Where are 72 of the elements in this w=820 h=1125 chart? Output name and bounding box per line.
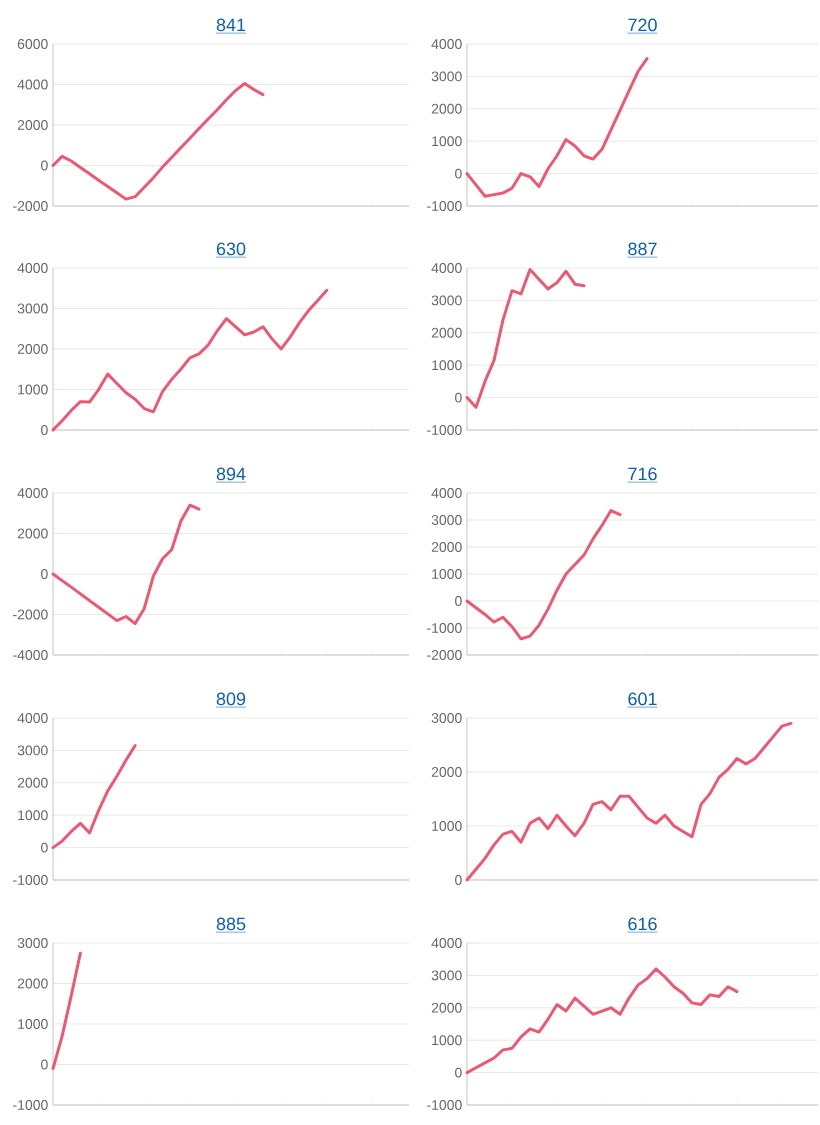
y-tick-label: 2000 (431, 542, 462, 552)
y-tick-label: 0 (41, 425, 48, 435)
y-tick-label: 4000 (431, 938, 462, 948)
chart-title: 616 (628, 917, 657, 931)
y-tick-label: 2000 (431, 767, 462, 777)
y-tick-label: 1000 (432, 136, 462, 147)
y-tick-label: 3000 (431, 71, 462, 82)
chart-title: 885 (216, 917, 246, 931)
y-tick-label: 4000 (17, 263, 48, 273)
y-tick-label: -4000 (13, 650, 48, 660)
y-tick-label: 4000 (17, 713, 48, 723)
y-tick-label: 2000 (17, 120, 48, 130)
y-tick-label: 0 (455, 392, 462, 403)
y-tick-label: -2000 (13, 201, 48, 211)
y-tick-label: 1000 (432, 1035, 462, 1046)
y-tick-label: -1000 (13, 875, 48, 885)
y-tick-label: 3000 (431, 713, 462, 723)
chart-title: 716 (628, 467, 657, 481)
y-tick-label: -2000 (13, 609, 48, 620)
y-tick-label: 4000 (431, 39, 462, 49)
line-series (465, 268, 586, 409)
y-tick-label: 2000 (17, 777, 48, 788)
y-tick-label: 0 (455, 1067, 462, 1078)
y-tick-label: 2000 (431, 103, 462, 114)
line-series (51, 744, 137, 850)
y-tick-label: 0 (41, 842, 48, 853)
chart-title: 887 (628, 242, 657, 256)
y-tick-label: 2000 (17, 528, 48, 539)
chart-title: 720 (628, 18, 657, 32)
y-tick-label: 3000 (17, 938, 48, 948)
line-series (465, 967, 739, 1075)
y-tick-label: 1000 (18, 384, 48, 395)
y-tick-label: 0 (455, 875, 462, 885)
y-tick-label: 4000 (17, 488, 48, 498)
y-tick-label: 0 (455, 596, 462, 606)
y-tick-label: 3000 (17, 303, 48, 314)
y-tick-label: -1000 (427, 201, 462, 211)
line-series (465, 721, 793, 882)
y-tick-label: -1000 (427, 425, 462, 435)
chart-title: 841 (216, 18, 246, 32)
y-tick-label: 2000 (431, 327, 462, 338)
y-tick-label: 0 (41, 569, 48, 579)
y-tick-label: 0 (41, 160, 48, 171)
y-tick-label: 0 (41, 1059, 48, 1070)
y-tick-label: 1000 (432, 360, 462, 371)
y-tick-label: 2000 (17, 344, 48, 354)
y-tick-label: 2000 (431, 1002, 462, 1013)
y-tick-label: 2000 (17, 978, 48, 989)
y-tick-label: 4000 (17, 79, 48, 90)
y-tick-label: 3000 (17, 745, 48, 756)
y-tick-label: 6000 (17, 39, 48, 49)
y-tick-label: 0 (455, 168, 462, 179)
line-series (465, 509, 622, 641)
y-tick-label: 3000 (431, 970, 462, 981)
y-tick-label: 4000 (431, 263, 462, 273)
y-tick-label: 1000 (18, 1019, 48, 1029)
chart-title: 894 (216, 467, 246, 481)
chart-title: 630 (216, 242, 246, 256)
line-series (465, 57, 649, 198)
y-tick-label: 1000 (18, 810, 48, 821)
chart-title: 809 (216, 692, 246, 706)
y-tick-label: -1000 (13, 1100, 48, 1110)
chart-title: 601 (628, 692, 657, 706)
y-tick-label: 1000 (432, 821, 462, 831)
y-tick-label: 3000 (431, 295, 462, 306)
line-series (51, 951, 82, 1071)
y-tick-label: -1000 (427, 1100, 462, 1110)
y-tick-label: 1000 (432, 569, 462, 579)
y-tick-label: -1000 (427, 623, 462, 633)
y-tick-label: 3000 (431, 515, 462, 525)
y-tick-label: 4000 (431, 488, 462, 498)
y-tick-label: -2000 (427, 650, 462, 660)
